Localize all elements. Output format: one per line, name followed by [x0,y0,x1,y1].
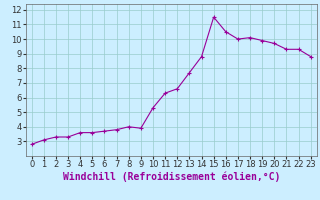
X-axis label: Windchill (Refroidissement éolien,°C): Windchill (Refroidissement éolien,°C) [62,172,280,182]
